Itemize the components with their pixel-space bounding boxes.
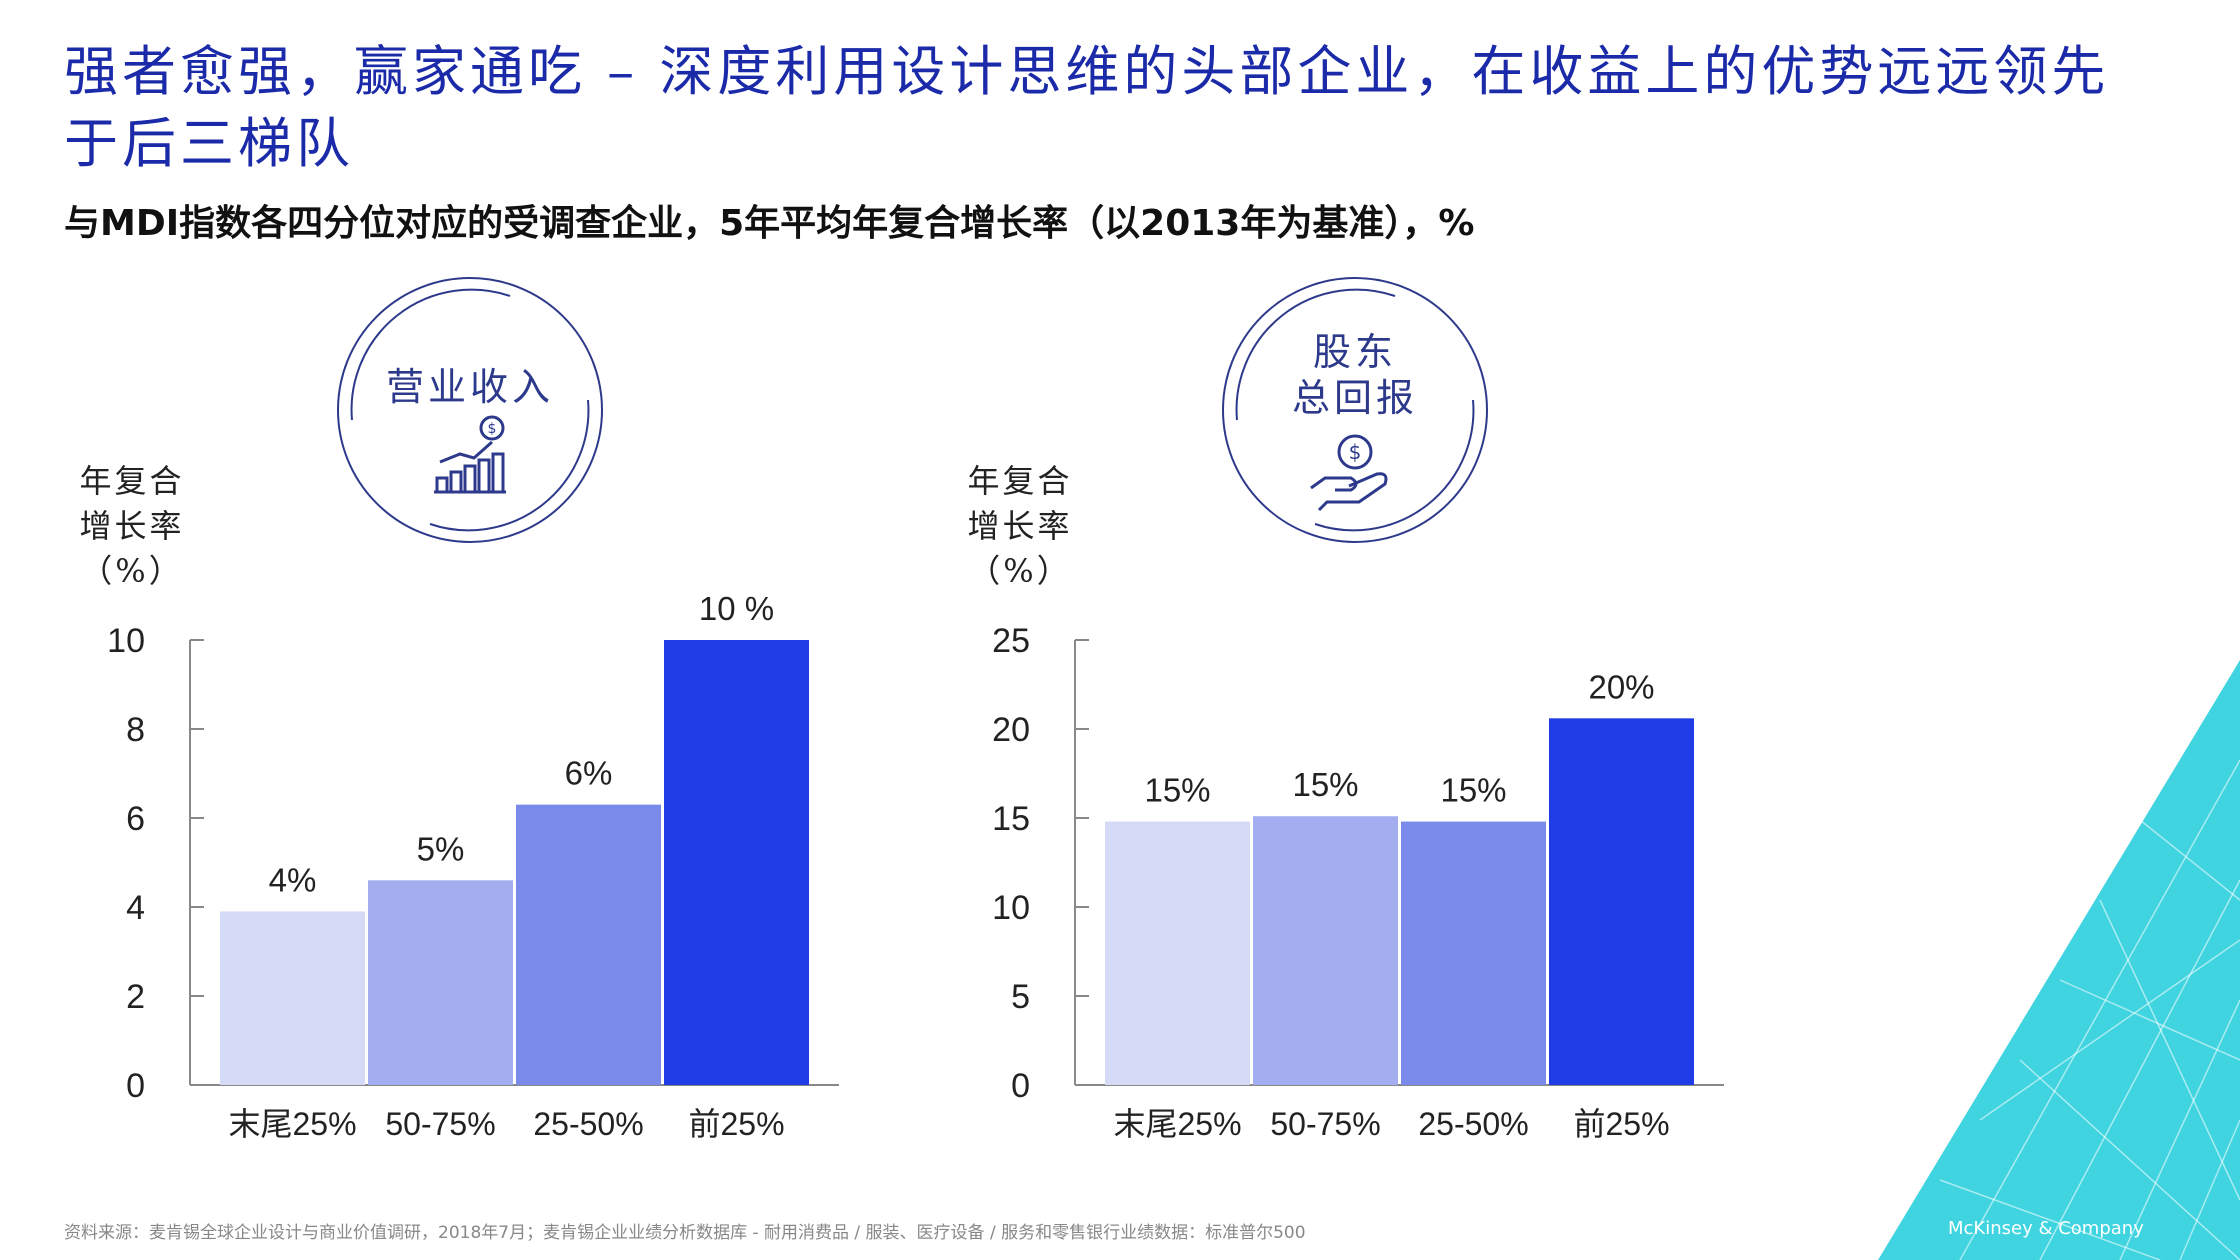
y-axis-label: （%） bbox=[80, 552, 183, 590]
revenue-chart-svg: 营业收入 $ 年复合增长率 （%） 0 2 4 6 8 10 4% 末尾25% 5% 50-75% 6% 25… bbox=[79, 277, 839, 1142]
x-tick-label: 前25% bbox=[688, 1106, 784, 1142]
bar bbox=[1253, 816, 1398, 1085]
y-tick-label: 0 bbox=[1011, 1067, 1030, 1105]
data-label: 20% bbox=[1588, 668, 1654, 705]
badge-label: 股东 bbox=[1313, 330, 1397, 374]
badge-inner-arc bbox=[429, 399, 590, 532]
data-label: 15% bbox=[1292, 766, 1358, 803]
x-tick-label: 50-75% bbox=[385, 1106, 495, 1142]
y-tick-label: 8 bbox=[126, 711, 145, 749]
y-axis-label: 增长率 bbox=[967, 507, 1072, 545]
x-tick-label: 25-50% bbox=[1418, 1106, 1528, 1142]
badge-inner-arc bbox=[350, 288, 511, 421]
y-axis-label: （%） bbox=[968, 552, 1071, 590]
x-tick-label: 末尾25% bbox=[1113, 1106, 1241, 1142]
y-tick-label: 0 bbox=[126, 1067, 145, 1105]
bar bbox=[1105, 821, 1250, 1085]
y-tick-label: 5 bbox=[1011, 978, 1030, 1016]
y-tick-label: 10 bbox=[107, 622, 145, 660]
page-title: 强者愈强，赢家通吃 – 深度利用设计思维的头部企业，在收益上的优势远远领先于后三… bbox=[64, 40, 2110, 175]
data-label: 5% bbox=[417, 830, 465, 867]
badge-label: 营业收入 bbox=[386, 365, 554, 409]
x-tick-label: 25-50% bbox=[533, 1106, 643, 1142]
data-label: 15% bbox=[1144, 772, 1210, 809]
bar bbox=[220, 911, 365, 1085]
x-tick-label: 前25% bbox=[1573, 1106, 1669, 1142]
revenue-chart-icon: $ bbox=[434, 415, 506, 494]
y-axis-label: 年复合 bbox=[79, 462, 184, 500]
badge-outer-ring bbox=[337, 277, 603, 543]
source-note: 资料来源：麦肯锡全球企业设计与商业价值调研，2018年7月；麦肯锡企业业绩分析数… bbox=[64, 1223, 1306, 1243]
revenue-growth-chart: 营业收入 $ 年复合增长率 （%） 0 2 4 6 8 10 4% 末尾25% 5% 50-75% 6% 25… bbox=[0, 260, 1000, 1160]
badge-inner-arc bbox=[1314, 399, 1475, 532]
x-tick-label: 末尾25% bbox=[228, 1106, 356, 1142]
chart-subtitle: 与MDI指数各四分位对应的受调查企业，5年平均年复合增长率（以2013年为基准）… bbox=[64, 203, 1475, 244]
brand-logo-text: McKinsey & Company bbox=[1948, 1218, 2144, 1239]
badge-outer-ring bbox=[1222, 277, 1488, 543]
y-axis-label: 年复合 bbox=[967, 462, 1072, 500]
x-tick-label: 50-75% bbox=[1270, 1106, 1380, 1142]
bar bbox=[664, 640, 809, 1085]
data-label: 6% bbox=[565, 755, 613, 792]
data-label: 4% bbox=[269, 861, 317, 898]
bar bbox=[1549, 718, 1694, 1085]
badge-inner-arc bbox=[1235, 288, 1396, 421]
y-tick-label: 6 bbox=[126, 800, 145, 838]
y-tick-label: 25 bbox=[992, 622, 1030, 660]
y-tick-label: 10 bbox=[992, 889, 1030, 927]
badge-label: 总回报 bbox=[1292, 376, 1418, 420]
y-axis-label: 增长率 bbox=[79, 507, 184, 545]
y-tick-label: 20 bbox=[992, 711, 1030, 749]
y-tick-label: 15 bbox=[992, 800, 1030, 838]
data-label: 15% bbox=[1440, 772, 1506, 809]
data-label: 10 % bbox=[699, 590, 774, 627]
y-tick-label: 4 bbox=[126, 889, 145, 927]
svg-text:$: $ bbox=[1349, 440, 1362, 464]
bar bbox=[1401, 821, 1546, 1085]
svg-text:$: $ bbox=[488, 421, 497, 437]
tsr-growth-chart: 股东 总回报 $ 年复合增长率 （%） 0 5 10 15 20 25 15% 末尾25% 15% 50-7… bbox=[900, 260, 1900, 1160]
bar bbox=[516, 804, 661, 1085]
y-tick-label: 2 bbox=[126, 978, 145, 1016]
hand-coin-icon: $ bbox=[1310, 434, 1388, 512]
bar bbox=[368, 880, 513, 1085]
